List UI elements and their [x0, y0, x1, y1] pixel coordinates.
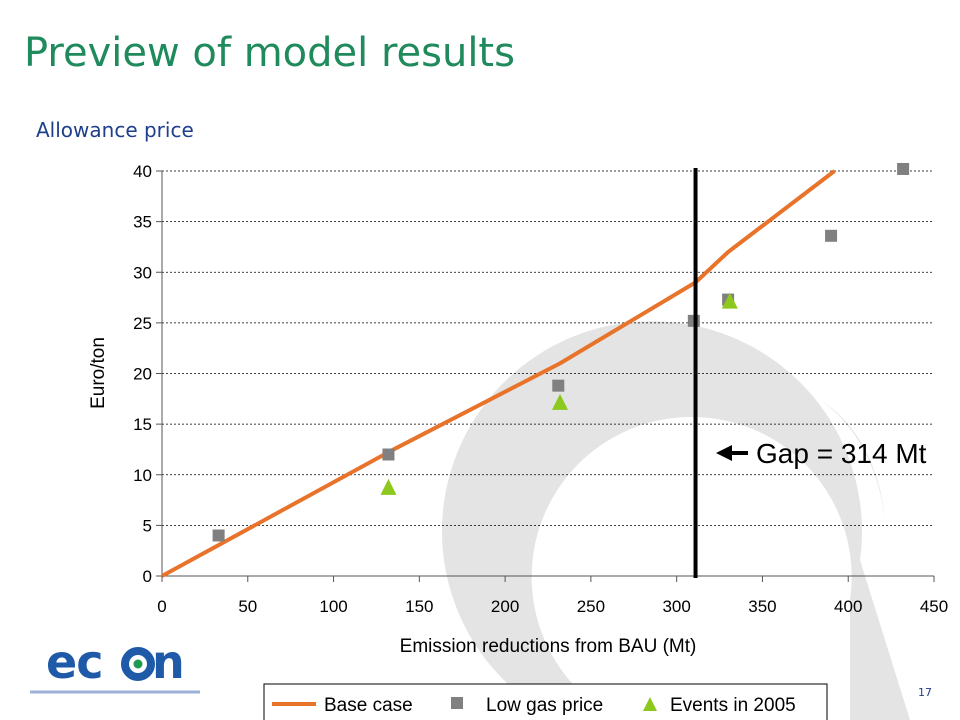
x-tick-label-200: 200	[491, 597, 519, 616]
point-low-gas-price-5	[825, 229, 838, 242]
point-low-gas-price-0	[212, 529, 225, 542]
y-tick-label-10: 10	[133, 466, 152, 485]
y-tick-label-20: 20	[133, 365, 152, 384]
legend-swatch-low-gas-price	[451, 697, 463, 709]
y-tick-label-35: 35	[133, 213, 152, 232]
y-axis-title: Euro/ton	[88, 337, 109, 409]
point-events-in-2005-2	[721, 292, 738, 309]
y-tick-label-40: 40	[133, 162, 152, 181]
legend-label-base-case: Base case	[324, 695, 413, 716]
legend-label-low-gas-price: Low gas price	[486, 695, 603, 716]
x-tick-label-450: 450	[920, 597, 948, 616]
x-tick-label-350: 350	[748, 597, 776, 616]
point-low-gas-price-1	[382, 448, 395, 461]
econ-logo: ec n	[30, 635, 200, 694]
point-low-gas-price-2	[552, 379, 565, 392]
chart-subtitle: Allowance price	[36, 118, 194, 142]
point-events-in-2005-0	[380, 478, 397, 495]
gap-arrow-head	[716, 445, 732, 461]
slide-title: Preview of model results	[24, 30, 515, 76]
svg-text:n: n	[152, 635, 185, 689]
gap-annotation-label: Gap = 314 Mt	[756, 438, 927, 469]
y-tick-label-5: 5	[143, 516, 152, 535]
point-events-in-2005-1	[552, 393, 569, 410]
legend-label-events-in-2005: Events in 2005	[670, 695, 796, 716]
legend-swatch-events-in-2005	[643, 697, 657, 711]
x-tick-label-50: 50	[238, 597, 257, 616]
legend: Base case Low gas price Events in 2005	[263, 683, 828, 720]
x-axis-title: Emission reductions from BAU (Mt)	[400, 636, 697, 657]
svg-text:ec: ec	[46, 635, 102, 689]
x-tick-label-300: 300	[662, 597, 690, 616]
x-tick-label-100: 100	[319, 597, 347, 616]
x-tick-label-0: 0	[157, 597, 166, 616]
background-swirl-graphic	[441, 321, 910, 720]
point-low-gas-price-6	[897, 162, 910, 175]
series-line-base-case	[161, 169, 836, 578]
y-tick-label-15: 15	[133, 415, 152, 434]
y-tick-label-30: 30	[133, 263, 152, 282]
y-tick-label-0: 0	[143, 567, 152, 586]
page-number: 17	[918, 686, 932, 699]
x-tick-label-400: 400	[834, 597, 862, 616]
x-tick-label-250: 250	[577, 597, 605, 616]
x-tick-label-150: 150	[405, 597, 433, 616]
y-tick-label-25: 25	[133, 314, 152, 333]
